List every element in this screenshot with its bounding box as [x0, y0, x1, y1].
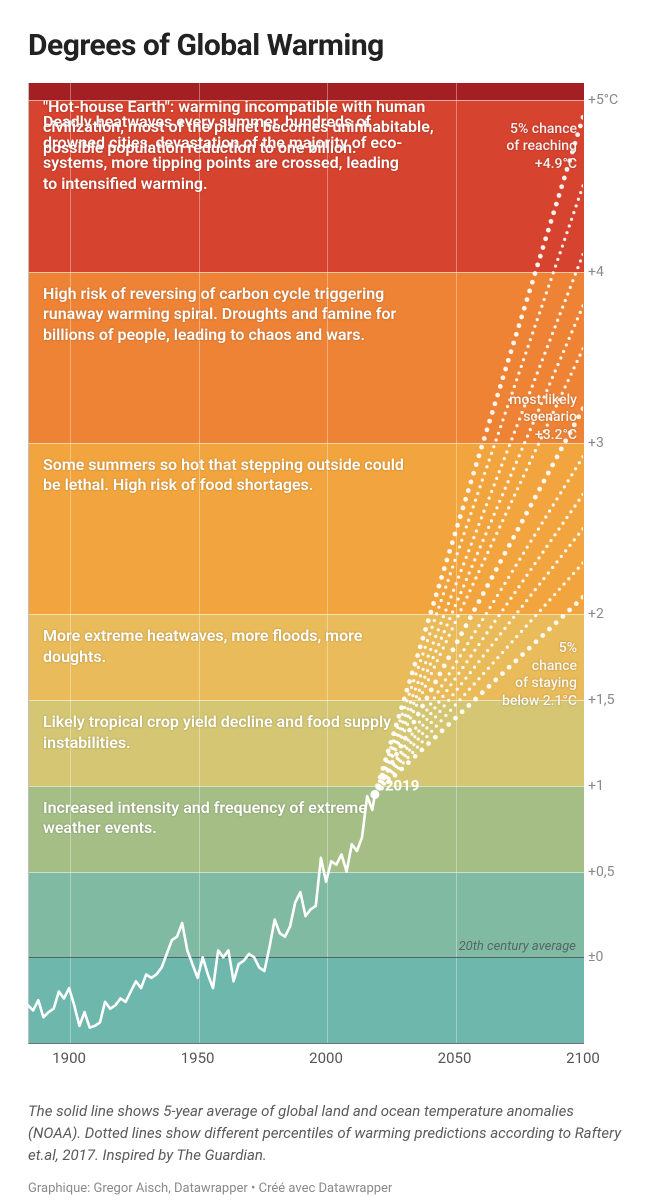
band-description: Some summers so hot that stepping outsid…: [43, 455, 404, 496]
y-axis-label: +3: [588, 435, 638, 451]
source-credit: Graphique: Gregor Aisch, Datawrapper • C…: [28, 1181, 633, 1196]
y-axis-label: +0,5: [588, 864, 638, 880]
y-axis-label: +5°C: [588, 92, 638, 108]
chart: Increased intensity and frequency of ext…: [28, 83, 633, 1083]
baseline-label: 20th century average: [459, 939, 576, 954]
band-description: Likely tropical crop yield decline and f…: [43, 712, 404, 753]
x-axis-label: 1950: [181, 1049, 215, 1067]
temperature-band: More extreme heatwaves, more floods, mor…: [29, 614, 584, 700]
y-axis-label: ±0: [588, 949, 638, 965]
x-axis-label: 2000: [309, 1049, 343, 1067]
caption: The solid line shows 5-year average of g…: [28, 1101, 628, 1166]
baseline-zero: [29, 957, 584, 958]
temperature-band: Some summers so hot that stepping outsid…: [29, 443, 584, 614]
page: Degrees of Global Warming Increased inte…: [0, 0, 653, 1200]
band-description: Increased intensity and frequency of ext…: [43, 798, 404, 839]
band-description: More extreme heatwaves, more floods, mor…: [43, 626, 404, 667]
temperature-band: Increased intensity and frequency of ext…: [29, 786, 584, 872]
temperature-band: [29, 957, 584, 1043]
gridline-vertical: [584, 83, 585, 1043]
y-axis-label: +1,5: [588, 692, 638, 708]
y-axis-label: +2: [588, 606, 638, 622]
x-axis-label: 2050: [438, 1049, 472, 1067]
x-axis-label: 2100: [566, 1049, 600, 1067]
band-description: High risk of reversing of carbon cycle t…: [43, 284, 404, 345]
band-description: "Hot-house Earth": warming incompatible …: [43, 97, 464, 158]
temperature-band: High risk of reversing of carbon cycle t…: [29, 272, 584, 443]
y-axis-label: +1: [588, 778, 638, 794]
x-axis-label: 1900: [52, 1049, 86, 1067]
chart-title: Degrees of Global Warming: [28, 28, 633, 63]
temperature-band: Likely tropical crop yield decline and f…: [29, 700, 584, 786]
y-axis-label: +4: [588, 264, 638, 280]
plot-area: Increased intensity and frequency of ext…: [28, 83, 584, 1044]
